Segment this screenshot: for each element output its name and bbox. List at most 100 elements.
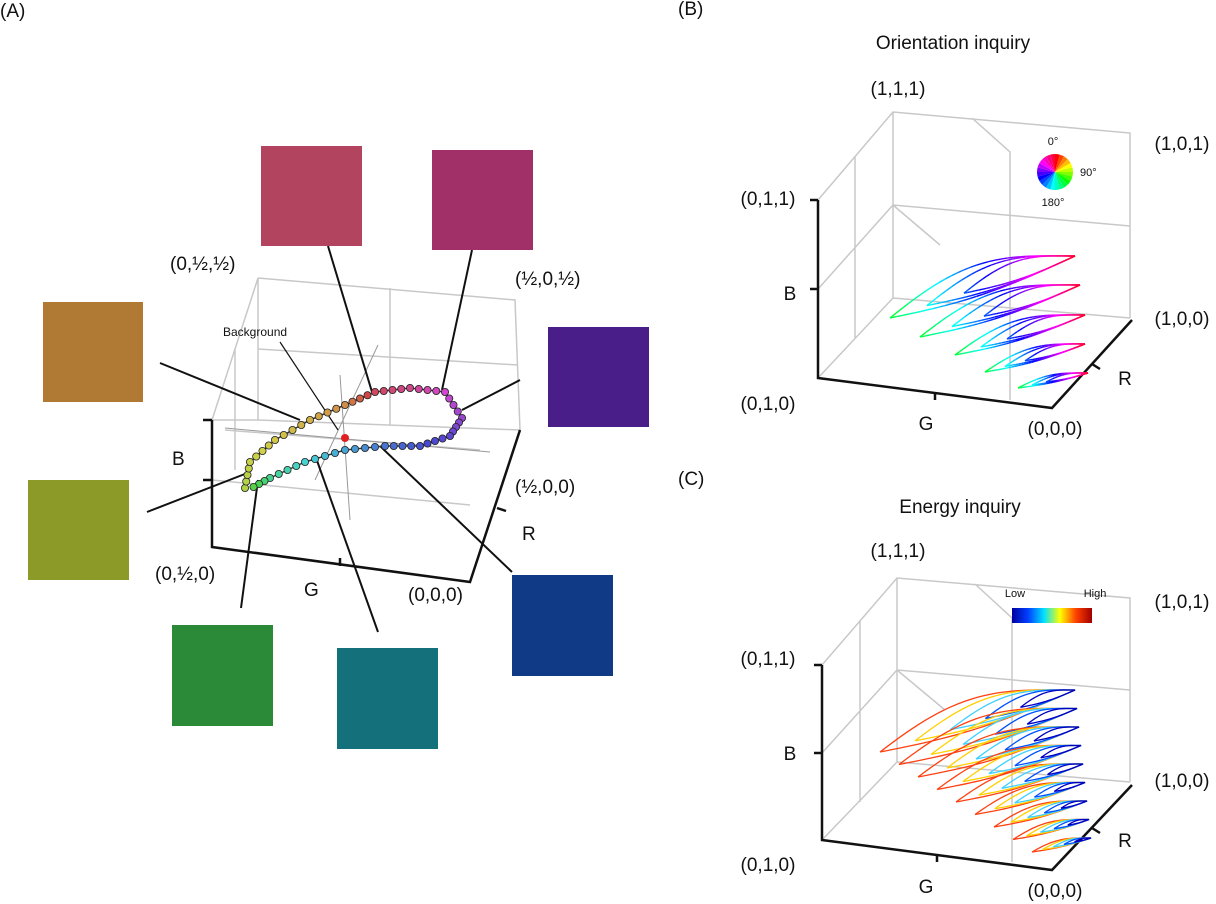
contour-segment: [961, 276, 967, 281]
contour-segment: [993, 327, 999, 331]
contour: [1053, 781, 1086, 793]
contour-segment: [1031, 346, 1036, 349]
energy-contours: [879, 689, 1092, 853]
contour-segment: [935, 331, 942, 335]
contour-segment: [967, 350, 973, 354]
contour-segment: [1042, 345, 1046, 349]
contour-segment: [960, 323, 965, 326]
contour-segment: [956, 279, 962, 284]
bead: [414, 384, 423, 393]
bead: [310, 454, 319, 463]
bead: [340, 400, 349, 409]
bead: [330, 448, 339, 457]
contour-segment: [986, 310, 991, 315]
contour-segment: [1028, 360, 1032, 363]
bead: [243, 470, 252, 479]
contour-segment: [1046, 347, 1050, 350]
contour-segment: [1015, 278, 1021, 283]
contour-segment: [1029, 334, 1034, 337]
contour-segment: [1020, 354, 1025, 357]
contour-segment: [919, 335, 926, 338]
contour-segment: [1024, 382, 1028, 386]
wheel-label: 0°: [1048, 136, 1059, 148]
contour-segment: [1045, 328, 1049, 331]
contour-segment: [963, 351, 969, 355]
contour-segment: [967, 324, 974, 328]
contour-segment: [1048, 315, 1052, 318]
contour-segment: [1054, 376, 1057, 379]
contour-segment: [941, 300, 947, 304]
bead: [379, 386, 388, 395]
panel-b: (B) Orientation inquiry 0° 90° 180° (1,1…: [678, 0, 1209, 440]
contour-segment: [1050, 295, 1055, 299]
contour-segment: [1039, 357, 1043, 360]
wheel-wedge: [1055, 172, 1068, 188]
contour-segment: [951, 282, 957, 288]
corner-label: (0,½,½): [170, 254, 235, 275]
contour-segment: [1008, 339, 1013, 343]
contour-segment: [961, 296, 967, 299]
contour-segment: [1011, 340, 1016, 344]
contour-segment: [974, 281, 980, 286]
bead: [445, 394, 454, 403]
contour-segment: [1035, 319, 1039, 323]
contour-segment: [1022, 290, 1026, 293]
axes: [203, 418, 522, 584]
contour-segment: [1004, 357, 1009, 361]
contour-segment: [1035, 286, 1039, 289]
contour-segment: [1052, 377, 1055, 380]
panel-label: (C): [678, 469, 704, 490]
contour-segment: [1026, 351, 1030, 355]
contour-segment: [1006, 297, 1010, 301]
contour-segment: [998, 314, 1004, 317]
contour-segment: [938, 278, 946, 283]
bead: [388, 385, 397, 394]
contour-segment: [969, 295, 977, 300]
contour: [1033, 726, 1080, 742]
wheel-wedge: [1055, 154, 1060, 172]
axes: [810, 198, 1133, 410]
contour-segment: [985, 347, 990, 350]
contour-segment: [1030, 256, 1035, 259]
swatch: [548, 327, 649, 427]
contour-segment: [1036, 358, 1040, 361]
wheel-wedge: [1055, 163, 1073, 172]
contour-segment: [1005, 282, 1012, 286]
contour-segment: [980, 333, 986, 338]
wheel-wedge: [1037, 172, 1055, 181]
bead: [300, 457, 309, 466]
contour-segment: [1042, 348, 1046, 351]
bead: [292, 461, 301, 470]
contour-segment: [1031, 349, 1035, 352]
contour-segment: [963, 345, 969, 350]
leader-lines: [146, 245, 521, 633]
contour-segment: [1018, 362, 1022, 365]
contour-segment: [1048, 265, 1054, 269]
contour-segment: [1060, 291, 1065, 295]
contour-segment: [987, 344, 992, 347]
contour-segment: [1026, 357, 1030, 361]
bead: [274, 469, 283, 478]
corner-label: (1,0,1): [1155, 592, 1210, 613]
contour-segment: [1015, 338, 1020, 341]
colorbar-label: High: [1084, 588, 1107, 600]
contour-segment: [1024, 348, 1029, 351]
contour-segment: [1021, 349, 1026, 353]
contour-segment: [1045, 267, 1050, 270]
corner-label: (½,0,0): [515, 477, 575, 498]
contour-segment: [1015, 322, 1020, 326]
axis-label: G: [919, 414, 934, 435]
contour-segment: [977, 319, 983, 322]
contour-segment: [1024, 362, 1029, 365]
contour-segment: [993, 312, 997, 315]
contour-segment: [941, 330, 947, 334]
axes: [814, 663, 1133, 872]
contour-segment: [998, 325, 1003, 329]
contour-segment: [985, 289, 992, 293]
contour-segment: [1012, 294, 1017, 298]
contour-segment: [963, 297, 971, 301]
contour-segment: [1050, 354, 1054, 357]
contour-segment: [1072, 347, 1076, 350]
contour-segment: [1005, 258, 1012, 262]
contour-segment: [1028, 304, 1034, 308]
